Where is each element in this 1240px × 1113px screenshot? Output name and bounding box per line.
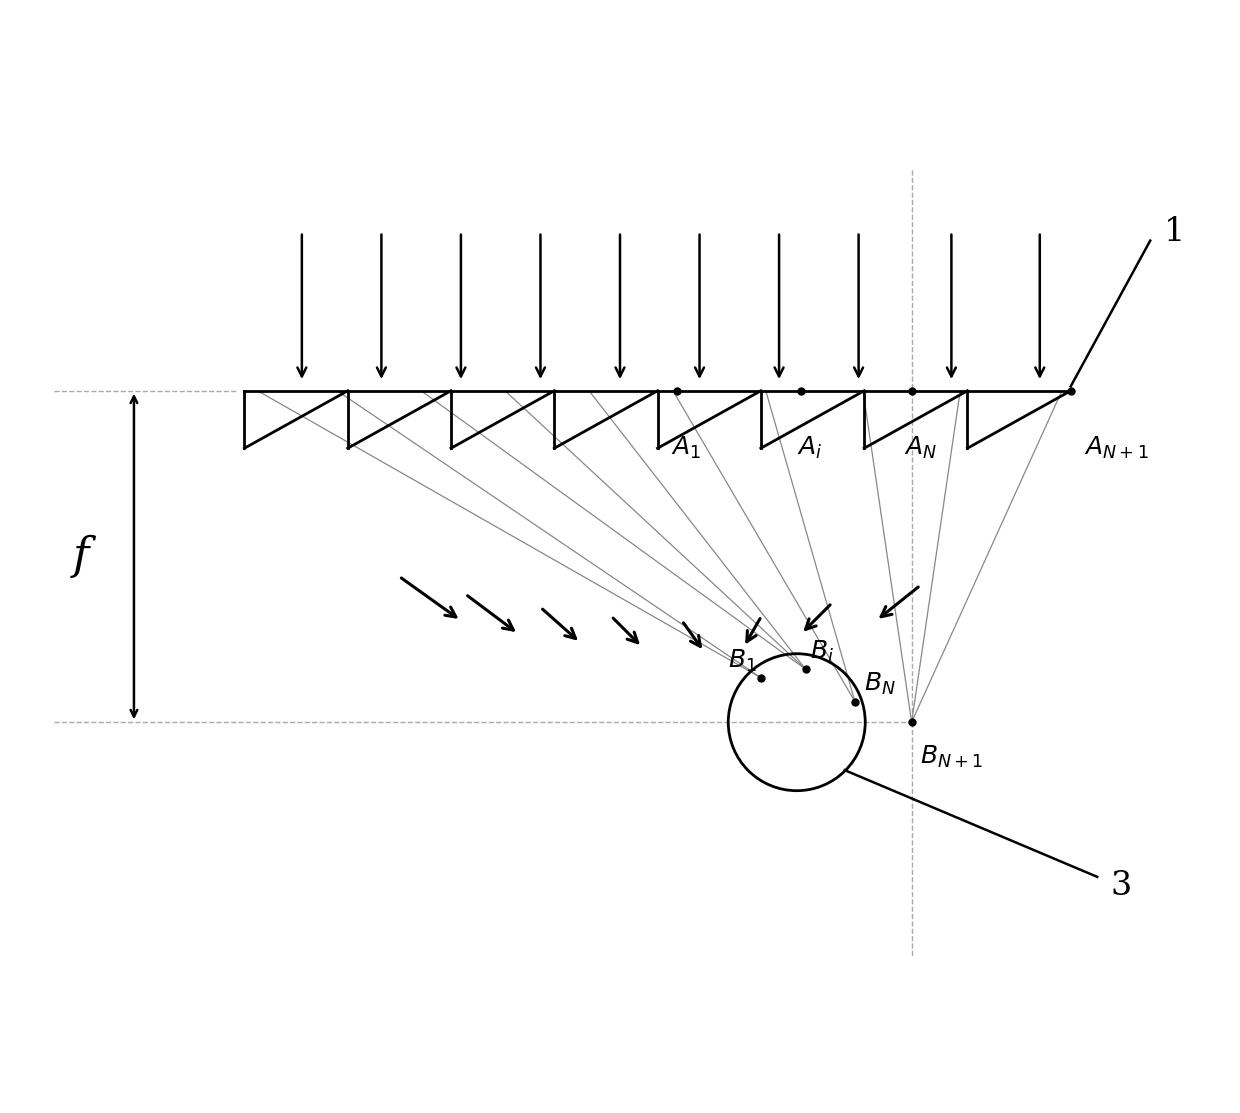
Text: $B_1$: $B_1$ (728, 648, 756, 673)
Text: $A_{N+1}$: $A_{N+1}$ (1084, 435, 1148, 461)
Text: $A_1$: $A_1$ (671, 435, 702, 461)
Text: 3: 3 (1111, 869, 1132, 902)
Text: $A_i$: $A_i$ (797, 435, 822, 461)
Text: $B_i$: $B_i$ (810, 639, 835, 664)
Text: f: f (73, 535, 89, 578)
Text: $B_N$: $B_N$ (864, 671, 895, 697)
Text: $A_N$: $A_N$ (904, 435, 937, 461)
Text: 1: 1 (1163, 216, 1184, 248)
Text: $B_{N+1}$: $B_{N+1}$ (920, 745, 983, 770)
